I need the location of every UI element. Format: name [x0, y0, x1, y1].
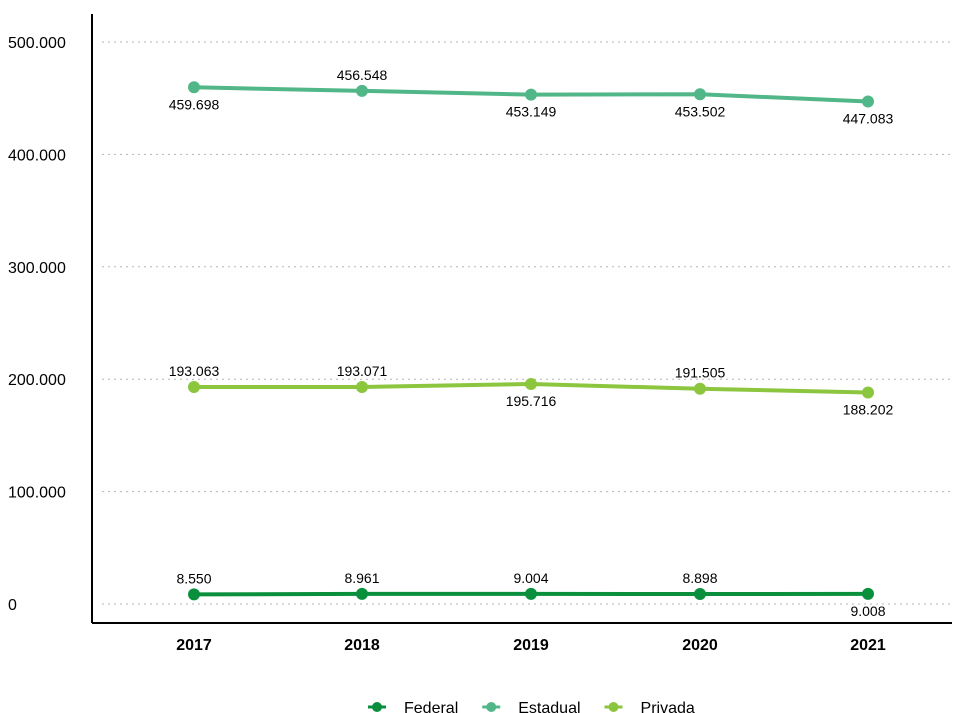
data-point: [356, 84, 368, 97]
data-point: [862, 95, 874, 108]
x-tick-label: 2020: [682, 637, 718, 654]
y-tick-label: 100.000: [8, 485, 66, 502]
axes: [91, 14, 952, 624]
series-group: 8.550 8.961 9.004 8.8989.008459.698456.5484…: [169, 67, 894, 619]
data-label: 193.063: [169, 363, 220, 379]
data-label: 9.004: [513, 570, 548, 586]
data-label: 195.716: [506, 393, 557, 409]
series-privada: 193.063 193.071 195.716 191.505 188.202: [169, 363, 894, 417]
x-tick-label: 2017: [176, 637, 212, 654]
data-point: [694, 587, 706, 600]
legend-swatch-marker: [608, 702, 619, 712]
data-label: 453.502: [675, 103, 726, 119]
data-point: [862, 386, 874, 399]
data-label: 188.202: [843, 401, 894, 417]
data-point: [694, 88, 706, 101]
data-label: 447.083: [843, 110, 894, 126]
legend-label: Privada: [641, 700, 695, 713]
data-label: 456.548: [337, 67, 388, 83]
y-tick-label: 0: [8, 597, 17, 614]
gridlines: [102, 41, 952, 605]
data-label: 8.898: [682, 570, 717, 586]
x-tick-label: 2021: [850, 637, 886, 654]
y-tick-label: 200.000: [8, 372, 66, 389]
data-point: [525, 378, 537, 391]
legend-item-estadual: Estadual: [482, 700, 581, 713]
data-label: 8.550: [176, 570, 211, 586]
x-tick-label: 2019: [513, 637, 549, 654]
x-tick-label: 2018: [344, 637, 380, 654]
data-point: [188, 81, 200, 94]
data-label: 193.071: [337, 363, 388, 379]
legend-item-federal: Federal: [368, 700, 458, 713]
y-axis-ticks: 0 100.000 200.000 300.000 400.000 500.000: [8, 35, 66, 614]
data-point: [525, 88, 537, 101]
data-label: 9.008: [850, 603, 885, 619]
data-label: 459.698: [169, 96, 220, 112]
legend-item-privada: Privada: [604, 700, 695, 713]
legend-label: Federal: [404, 700, 458, 713]
data-point: [356, 380, 368, 393]
y-tick-label: 500.000: [8, 35, 66, 52]
data-point: [188, 588, 200, 601]
data-point: [862, 587, 874, 600]
data-point: [188, 380, 200, 393]
y-tick-label: 300.000: [8, 260, 66, 277]
series-federal: 8.550 8.961 9.004 8.898 9.008: [176, 570, 885, 619]
legend: Federal Estadual Privada: [368, 700, 695, 713]
legend-swatch-marker: [372, 702, 382, 712]
data-label: 191.505: [675, 365, 726, 381]
data-point: [694, 382, 706, 395]
data-label: 8.961: [344, 570, 379, 586]
data-point: [525, 587, 537, 600]
data-point: [356, 587, 368, 600]
legend-label: Estadual: [518, 700, 580, 713]
x-axis-ticks: 2017 2018 2019 2020 2021: [176, 637, 886, 654]
legend-swatch-marker: [486, 702, 497, 712]
series-estadual: 459.698 456.548 453.149 453.502 447.083: [169, 67, 894, 127]
y-tick-label: 400.000: [8, 147, 66, 164]
data-label: 453.149: [506, 104, 557, 120]
